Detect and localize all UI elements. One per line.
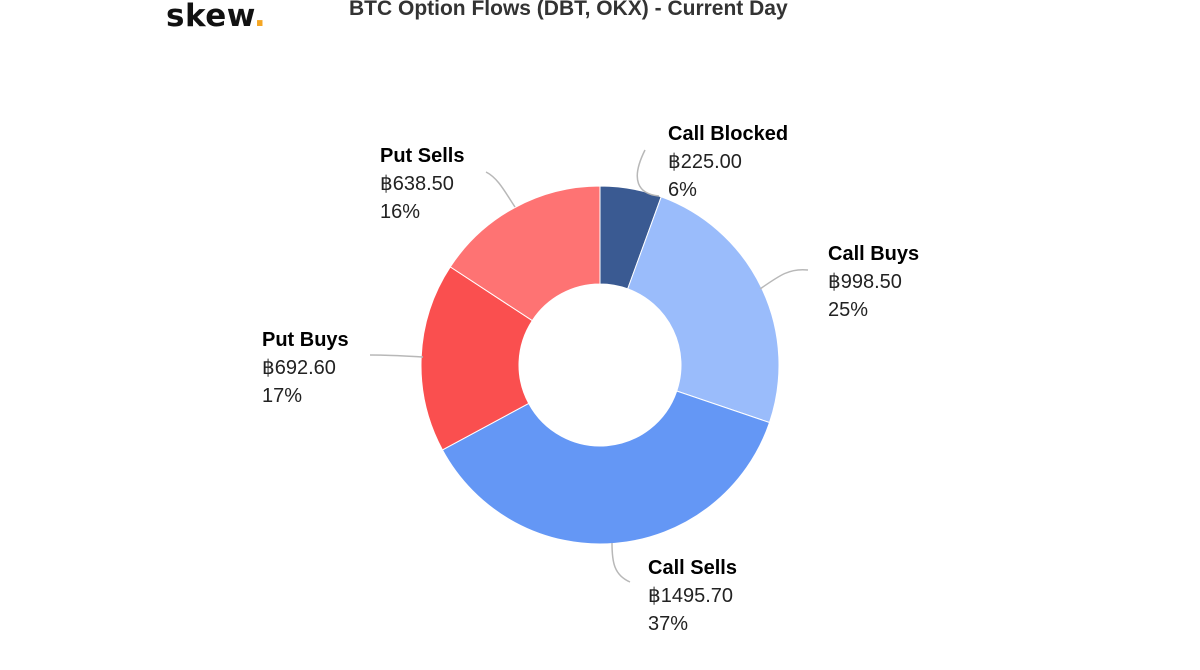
logo-dot: . bbox=[253, 0, 267, 34]
slice-call-sells[interactable] bbox=[441, 390, 771, 545]
connector-put-buys bbox=[369, 354, 424, 358]
label-percent-put-sells: 16% bbox=[380, 201, 420, 223]
chart-title: BTC Option Flows (DBT, OKX) - Current Da… bbox=[349, 0, 788, 20]
label-percent-call-sells: 37% bbox=[648, 613, 688, 635]
slice-put-buys[interactable] bbox=[420, 266, 533, 451]
label-name-call-blocked: Call Blocked bbox=[668, 123, 788, 145]
label-value-call-buys: ฿998.50 bbox=[828, 271, 902, 293]
connector-call-buys bbox=[759, 268, 809, 290]
label-connectors bbox=[369, 149, 809, 583]
logo-text: skew bbox=[166, 0, 254, 34]
label-name-call-buys: Call Buys bbox=[828, 243, 919, 265]
connector-call-blocked bbox=[636, 149, 660, 197]
label-value-call-blocked: ฿225.00 bbox=[668, 151, 742, 173]
donut-slices bbox=[420, 185, 780, 545]
label-name-call-sells: Call Sells bbox=[648, 557, 737, 579]
label-percent-call-blocked: 6% bbox=[668, 179, 697, 201]
label-percent-call-buys: 25% bbox=[828, 299, 868, 321]
label-value-put-buys: ฿692.60 bbox=[262, 357, 336, 379]
label-percent-put-buys: 17% bbox=[262, 385, 302, 407]
connector-call-sells bbox=[611, 542, 631, 583]
slice-put-sells[interactable] bbox=[449, 185, 601, 322]
label-value-put-sells: ฿638.50 bbox=[380, 173, 454, 195]
connector-put-sells bbox=[485, 171, 516, 208]
label-name-put-sells: Put Sells bbox=[380, 145, 464, 167]
label-name-put-buys: Put Buys bbox=[262, 329, 349, 351]
label-value-call-sells: ฿1495.70 bbox=[648, 585, 733, 607]
slice-call-buys[interactable] bbox=[627, 196, 780, 424]
skew-logo: skew. bbox=[166, 0, 266, 34]
data-labels: Call Blocked ฿225.00 6% Call Buys ฿998.50 25%… bbox=[262, 123, 919, 635]
